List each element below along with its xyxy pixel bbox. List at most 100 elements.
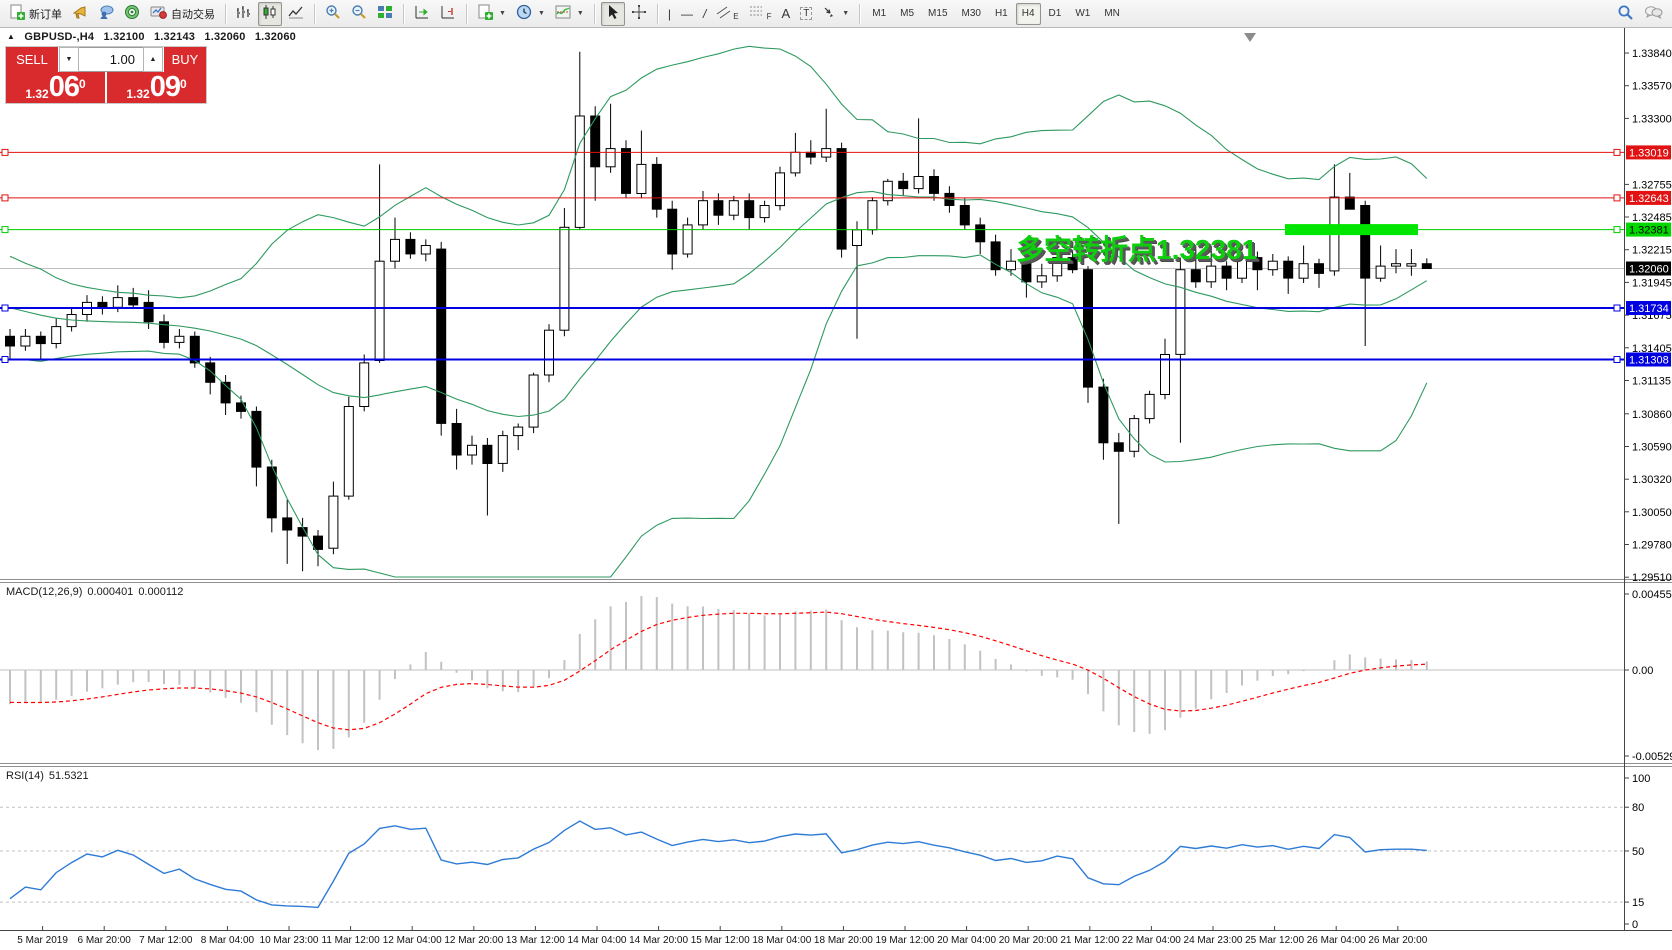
- annotation-text: 多空转折点1.32381: [1016, 234, 1258, 265]
- navigator-button[interactable]: [120, 2, 144, 26]
- timeframe-button-w1[interactable]: W1: [1075, 8, 1091, 19]
- sell-button[interactable]: SELL: [6, 47, 59, 72]
- chart-shift-button[interactable]: [436, 2, 460, 26]
- svg-text:18 Mar 04:00: 18 Mar 04:00: [752, 935, 811, 946]
- svg-text:5 Mar 2019: 5 Mar 2019: [17, 935, 68, 946]
- chart-shift-icon: [440, 4, 456, 23]
- auto-scroll-button[interactable]: [410, 2, 434, 26]
- timeframe-button-m15[interactable]: M15: [928, 8, 948, 19]
- chevron-down-icon: ▼: [537, 10, 545, 17]
- sell-price-prefix: 1.32: [25, 87, 49, 101]
- svg-text:1.32755: 1.32755: [1632, 179, 1672, 191]
- svg-text:1.29510: 1.29510: [1632, 572, 1672, 584]
- signal-icon: [124, 4, 140, 23]
- fibonacci-tag: F: [766, 12, 772, 21]
- zoom-out-button[interactable]: [347, 2, 371, 26]
- zoom-in-button[interactable]: [321, 2, 345, 26]
- svg-text:0: 0: [1632, 919, 1638, 931]
- timeframe-button-h1[interactable]: H1: [994, 8, 1008, 19]
- toolbar-separator: [656, 3, 658, 24]
- timeframe-button-d1[interactable]: D1: [1048, 8, 1062, 19]
- svg-text:20 Mar 04:00: 20 Mar 04:00: [937, 935, 996, 946]
- templates-dropdown[interactable]: ▼: [473, 2, 510, 26]
- high-value: 1.32143: [153, 31, 196, 43]
- data-window-button[interactable]: [94, 2, 118, 26]
- market-watch-button[interactable]: [68, 2, 92, 26]
- crosshair-tool-button[interactable]: [627, 2, 651, 26]
- autotrading-label: 自动交易: [171, 8, 215, 21]
- buy-price-display[interactable]: 1.32 09 0: [107, 72, 206, 103]
- horizontal-line-tool[interactable]: —: [677, 2, 697, 26]
- chat-button[interactable]: [1640, 2, 1667, 26]
- svg-text:21 Mar 12:00: 21 Mar 12:00: [1060, 935, 1119, 946]
- timeframe-button-m5[interactable]: M5: [900, 8, 915, 19]
- buy-button[interactable]: BUY: [163, 47, 206, 72]
- panel-separators[interactable]: [0, 579, 1672, 767]
- buy-price-big: 09: [149, 71, 181, 103]
- autotrading-button[interactable]: 自动交易: [146, 2, 219, 26]
- svg-text:26 Mar 04:00: 26 Mar 04:00: [1307, 935, 1366, 946]
- sell-price-display[interactable]: 1.32 06 0: [6, 72, 107, 103]
- tile-windows-icon: [377, 4, 393, 23]
- indicators-dropdown[interactable]: ▼: [551, 2, 588, 26]
- svg-text:1.33019: 1.33019: [1629, 147, 1669, 159]
- text-label-tool[interactable]: T: [796, 2, 816, 26]
- channel-tool[interactable]: E: [712, 2, 742, 26]
- open-value: 1.32100: [103, 31, 145, 43]
- toolbar-separator: [466, 3, 467, 24]
- time-axis[interactable]: 5 Mar 2019 6 Mar 20:00 7 Mar 12:00 8 Mar 04…: [17, 926, 1428, 946]
- channel-icon: [716, 5, 733, 22]
- cursor-tool-button[interactable]: [600, 1, 625, 26]
- arrows-dropdown[interactable]: ▼: [818, 2, 853, 26]
- volume-input[interactable]: [79, 47, 143, 72]
- timeframe-button-mn[interactable]: MN: [1104, 8, 1120, 19]
- bar-chart-button[interactable]: [232, 2, 256, 26]
- search-button[interactable]: [1613, 2, 1638, 26]
- main-toolbar: 新订单 自动交易: [0, 0, 1672, 28]
- candlestick-chart-button[interactable]: [258, 1, 282, 26]
- svg-text:14 Mar 20:00: 14 Mar 20:00: [629, 935, 688, 946]
- svg-text:15: 15: [1632, 897, 1644, 909]
- svg-text:1.31945: 1.31945: [1632, 277, 1672, 289]
- svg-text:18 Mar 20:00: 18 Mar 20:00: [814, 935, 873, 946]
- low-value: 1.32060: [204, 31, 246, 43]
- svg-text:26 Mar 20:00: 26 Mar 20:00: [1368, 935, 1427, 946]
- svg-text:1.31405: 1.31405: [1632, 343, 1672, 355]
- svg-text:1.30590: 1.30590: [1632, 442, 1672, 454]
- svg-text:1.32215: 1.32215: [1632, 245, 1672, 257]
- search-icon: [1617, 4, 1634, 24]
- horizontal-level-lines[interactable]: [0, 148, 1624, 363]
- volume-decrease-button[interactable]: ▼: [59, 47, 79, 72]
- svg-text:1.33570: 1.33570: [1632, 81, 1672, 93]
- autotrading-icon: [150, 4, 167, 23]
- one-click-trading-panel: SELL ▼ ▲ BUY 1.32 06 0 1.32 09 0: [6, 47, 206, 103]
- svg-text:-0.005295: -0.005295: [1632, 751, 1672, 763]
- svg-text:1.29780: 1.29780: [1632, 540, 1672, 552]
- indicator-list-icon: [555, 4, 571, 23]
- timeframe-button-h4[interactable]: H4: [1015, 2, 1041, 25]
- periods-dropdown[interactable]: ▼: [512, 2, 549, 26]
- collapse-arrow-icon[interactable]: ▲: [7, 32, 16, 41]
- timeframe-button-m1[interactable]: M1: [872, 8, 887, 19]
- svg-text:1.32381: 1.32381: [1629, 225, 1669, 237]
- volume-increase-button[interactable]: ▲: [143, 47, 163, 72]
- macd-label: MACD(12,26,9) 0.000401 0.000112: [6, 586, 184, 598]
- fibonacci-tool[interactable]: F: [745, 2, 776, 26]
- svg-text:1.31135: 1.31135: [1632, 376, 1671, 388]
- text-tool[interactable]: A: [778, 2, 795, 26]
- trendline-tool[interactable]: /: [699, 2, 710, 26]
- svg-text:100: 100: [1632, 773, 1650, 785]
- toolbar-separator: [314, 3, 315, 24]
- line-chart-button[interactable]: [284, 2, 308, 26]
- chart-ohlc-title: ▲ GBPUSD-,H4 1.32100 1.32143 1.32060 1.3…: [7, 31, 302, 43]
- svg-text:12 Mar 20:00: 12 Mar 20:00: [444, 935, 503, 946]
- tile-windows-button[interactable]: [373, 2, 397, 26]
- vertical-line-tool[interactable]: |: [664, 2, 675, 26]
- timeframe-button-m30[interactable]: M30: [961, 8, 981, 19]
- new-order-button[interactable]: 新订单: [5, 2, 66, 26]
- symbol-period-label: GBPUSD-,H4: [24, 31, 95, 43]
- svg-text:14 Mar 04:00: 14 Mar 04:00: [568, 935, 627, 946]
- fibonacci-icon: [749, 5, 765, 22]
- price-axis: 1.33840 1.33570 1.33300 1.32755 1.32485 1.322…: [1624, 48, 1672, 931]
